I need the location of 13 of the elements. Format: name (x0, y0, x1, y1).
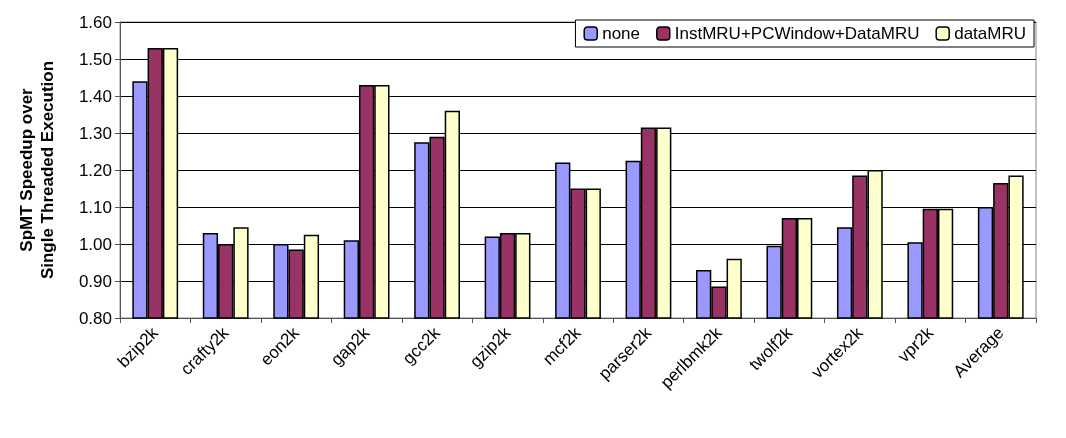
legend-label: none (602, 24, 641, 43)
legend-label: InstMRU+PCWindow+DataMRU (674, 24, 920, 43)
y-tick-label: 0.80 (78, 308, 112, 328)
y-tick-label: 1.50 (78, 49, 112, 69)
y-tick-label: 1.60 (78, 12, 112, 32)
y-axis-title: SpMT Speedup over Single Threaded Execution (17, 60, 57, 280)
y-tick-label: 1.10 (78, 197, 112, 217)
y-tick-label: 0.90 (78, 271, 112, 291)
y-tick-label: 1.30 (78, 123, 112, 143)
y-tick-label: 1.20 (78, 160, 112, 180)
y-tick-label: 1.40 (78, 86, 112, 106)
legend-label: dataMRU (954, 24, 1027, 43)
y-tick-label: 1.00 (78, 234, 112, 254)
